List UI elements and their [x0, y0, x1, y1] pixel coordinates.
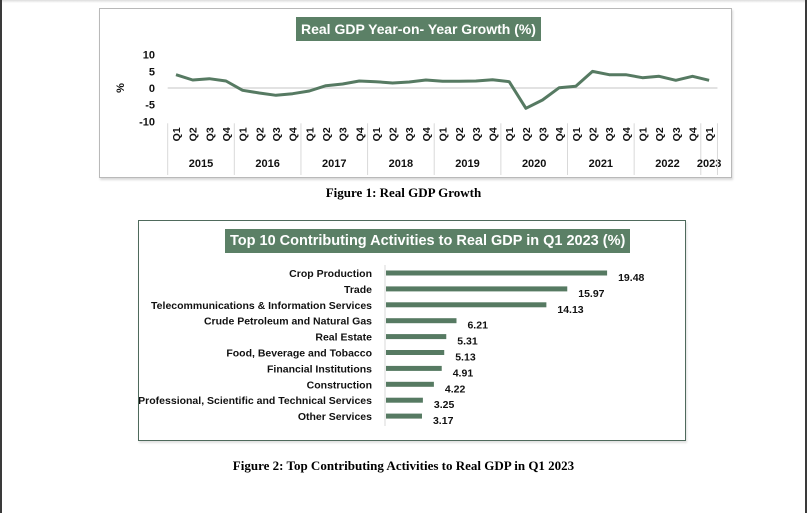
bar-value-label: 5.13 [455, 352, 476, 364]
bar [386, 302, 547, 308]
bar-category-label: Construction [307, 379, 372, 391]
bar [386, 381, 434, 387]
bar-value-label: 19.48 [618, 272, 644, 284]
y-tick-label: 5 [149, 66, 155, 78]
gdp-growth-line-chart: 10 5 0 -5 -10% Q1 Q2 Q3 Q4 2015 Q1 Q2 Q3 Q4 2016 Q1 Q2 Q… [115, 50, 721, 175]
x-quarter-label: Q1 [304, 127, 316, 141]
bar-category-label: Professional, Scientific and Technical S… [139, 395, 372, 407]
page-right-border [805, 0, 807, 513]
x-year-label: 2022 [655, 158, 679, 170]
bar-category-label: Financial Institutions [267, 363, 372, 375]
bar-value-label: 15.97 [578, 288, 604, 300]
gdp-growth-chart-frame: Real GDP Year-on- Year Growth (%) 10 5 0 -5… [99, 8, 732, 178]
bar-category-label: Other Services [298, 411, 372, 423]
bar-value-label: 4.22 [445, 383, 466, 395]
x-quarter-label: Q2 [321, 127, 333, 141]
x-quarter-label: Q4 [621, 127, 633, 141]
bar [386, 397, 423, 403]
x-quarter-label: Q1 [371, 127, 383, 141]
bar-value-label: 3.25 [434, 399, 455, 411]
bar-category-label: Crude Petroleum and Natural Gas [204, 316, 372, 328]
x-quarter-label: Q3 [404, 127, 416, 141]
bar-value-label: 6.21 [467, 320, 488, 332]
bar [386, 350, 445, 355]
gdp-growth-series-line [175, 69, 710, 110]
x-quarter-label: Q3 [471, 127, 483, 141]
top-activities-chart-title: Top 10 Contributing Activities to Real G… [225, 229, 631, 253]
x-quarter-label: Q1 [704, 127, 716, 141]
figure-2-caption: Figure 2: Top Contributing Activities to… [232, 458, 575, 473]
bar-category-label: Food, Beverage and Tobacco [226, 348, 372, 360]
bar-value-label: 5.31 [457, 336, 478, 348]
bar [386, 286, 568, 292]
x-quarter-label: Q1 [504, 127, 516, 141]
bar-category-label: Telecommunications & Information Service… [151, 300, 372, 312]
x-quarter-label: Q3 [271, 127, 283, 141]
bar [386, 365, 442, 371]
x-quarter-label: Q3 [538, 127, 550, 141]
x-quarter-label: Q4 [354, 127, 366, 141]
top-activities-bar-chart: Crop Production 19.48 Trade 15.97 Telecommun… [139, 265, 645, 427]
gdp-growth-chart-title: Real GDP Year-on- Year Growth (%) [296, 17, 541, 41]
x-quarter-label: Q4 [687, 127, 699, 141]
x-quarter-label: Q3 [671, 127, 683, 141]
x-year-label: 2021 [589, 158, 613, 170]
x-year-label: 2019 [455, 158, 479, 170]
y-tick-label: -10 [139, 116, 155, 128]
page-left-border [0, 0, 2, 513]
figure-1-caption: Figure 1: Real GDP Growth [325, 185, 482, 200]
bar-category-label: Trade [344, 284, 372, 296]
x-year-label: 2016 [255, 158, 279, 170]
x-year-label: 2023 [697, 158, 721, 170]
y-tick-label: 0 [149, 83, 155, 95]
x-quarter-label: Q2 [254, 127, 266, 141]
x-quarter-label: Q2 [654, 127, 666, 141]
bar-category-label: Crop Production [289, 268, 372, 280]
x-quarter-label: Q1 [438, 127, 450, 141]
x-quarter-label: Q1 [238, 127, 250, 141]
x-quarter-label: Q1 [171, 127, 183, 141]
x-quarter-label: Q3 [604, 127, 616, 141]
x-quarter-label: Q4 [554, 127, 566, 141]
bar [386, 413, 422, 419]
bar-value-label: 14.13 [557, 304, 583, 316]
x-year-label: 2015 [189, 158, 213, 170]
x-year-label: 2018 [389, 158, 413, 170]
bar-category-label: Real Estate [315, 332, 372, 344]
page-top-shadow [0, 0, 807, 3]
x-quarter-label: Q2 [388, 127, 400, 141]
x-year-label: 2017 [322, 158, 346, 170]
x-quarter-label: Q2 [588, 127, 600, 141]
x-quarter-label: Q3 [204, 127, 216, 141]
x-quarter-label: Q2 [188, 127, 200, 141]
x-quarter-label: Q1 [637, 127, 649, 141]
x-quarter-label: Q2 [521, 127, 533, 141]
y-axis-label: % [115, 83, 127, 93]
bar [386, 318, 457, 324]
bar [386, 270, 608, 276]
x-quarter-label: Q4 [288, 127, 300, 141]
x-quarter-label: Q4 [488, 127, 500, 141]
bar-value-label: 3.17 [433, 415, 454, 427]
x-year-label: 2020 [522, 158, 546, 170]
bar-value-label: 4.91 [453, 367, 474, 379]
x-quarter-label: Q4 [221, 127, 233, 141]
top-activities-chart-frame: Top 10 Contributing Activities to Real G… [138, 220, 686, 441]
x-quarter-label: Q3 [338, 127, 350, 141]
x-quarter-label: Q2 [454, 127, 466, 141]
y-tick-label: 10 [143, 50, 155, 62]
bar [386, 334, 447, 340]
x-quarter-label: Q4 [421, 127, 433, 141]
y-tick-label: -5 [145, 100, 155, 112]
x-quarter-label: Q1 [571, 127, 583, 141]
